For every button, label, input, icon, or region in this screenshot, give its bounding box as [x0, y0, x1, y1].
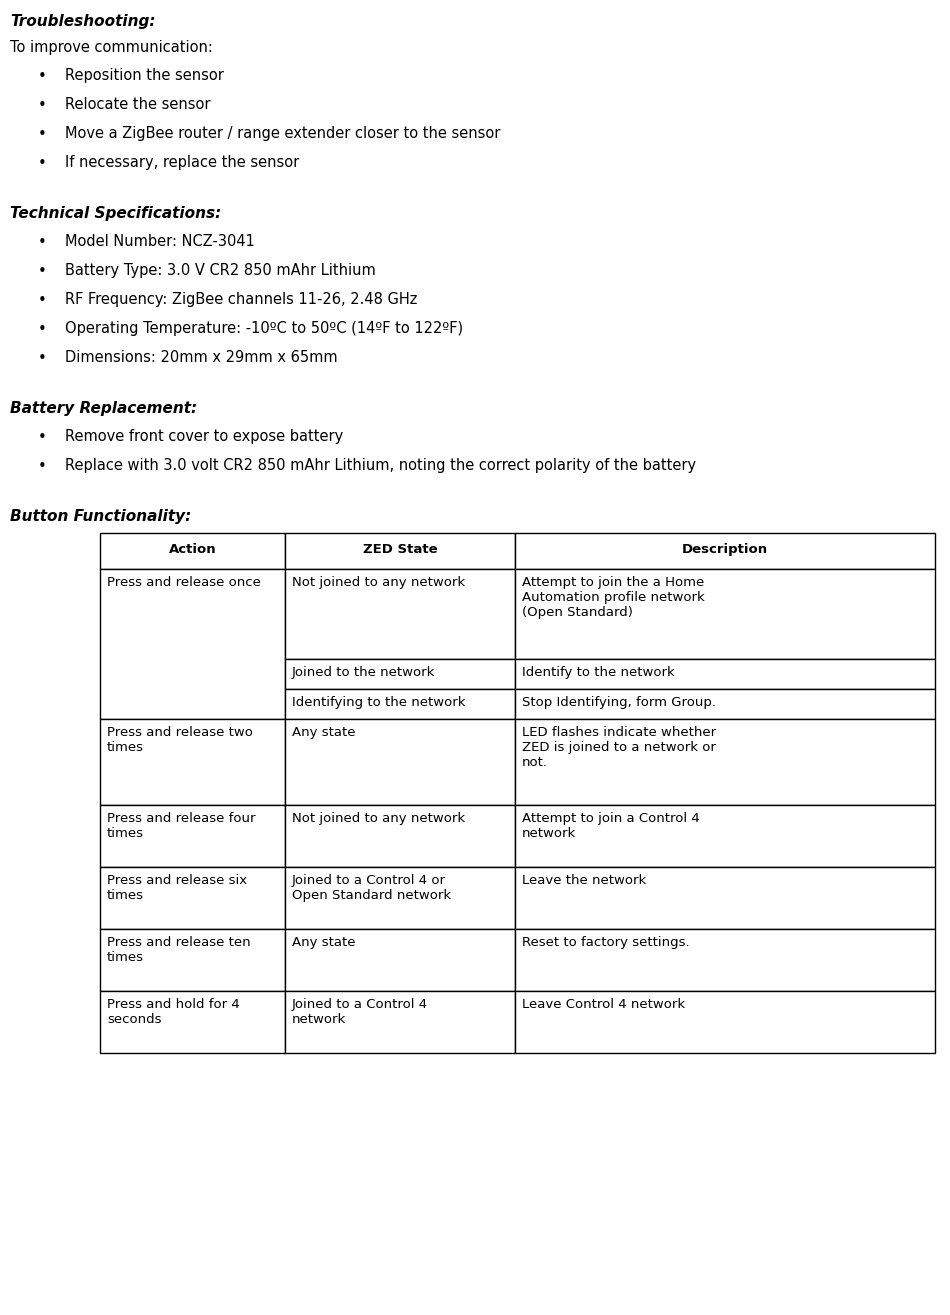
Text: Battery Type: 3.0 V CR2 850 mAhr Lithium: Battery Type: 3.0 V CR2 850 mAhr Lithium [65, 263, 376, 277]
Text: Not joined to any network: Not joined to any network [292, 811, 466, 825]
Bar [285, 659, 515, 689]
Text: •: • [38, 351, 47, 366]
Bar [515, 689, 935, 719]
Text: Leave Control 4 network: Leave Control 4 network [522, 998, 685, 1011]
Text: If necessary, replace the sensor: If necessary, replace the sensor [65, 155, 299, 170]
Text: Any state: Any state [292, 726, 355, 739]
Bar [515, 867, 935, 928]
Text: Press and release two
times: Press and release two times [107, 726, 253, 753]
Text: Battery Replacement:: Battery Replacement: [10, 401, 198, 416]
Text: Press and hold for 4
seconds: Press and hold for 4 seconds [107, 998, 239, 1026]
Text: Press and release once: Press and release once [107, 576, 261, 589]
Text: Press and release six
times: Press and release six times [107, 874, 247, 902]
Bar [285, 928, 515, 992]
Text: •: • [38, 459, 47, 473]
Text: Operating Temperature: -10ºC to 50ºC (14ºF to 122ºF): Operating Temperature: -10ºC to 50ºC (14… [65, 321, 464, 337]
Bar [100, 533, 285, 569]
Text: •: • [38, 293, 47, 308]
Bar [515, 719, 935, 805]
Text: Joined to a Control 4 or
Open Standard network: Joined to a Control 4 or Open Standard n… [292, 874, 451, 902]
Text: RF Frequency: ZigBee channels 11-26, 2.48 GHz: RF Frequency: ZigBee channels 11-26, 2.4… [65, 292, 417, 306]
Text: •: • [38, 128, 47, 142]
Text: Model Number: NCZ-3041: Model Number: NCZ-3041 [65, 234, 255, 249]
Text: Identifying to the network: Identifying to the network [292, 696, 466, 709]
Text: Press and release ten
times: Press and release ten times [107, 936, 251, 964]
Text: Replace with 3.0 volt CR2 850 mAhr Lithium, noting the correct polarity of the b: Replace with 3.0 volt CR2 850 mAhr Lithi… [65, 458, 696, 473]
Text: Attempt to join the a Home
Automation profile network
(Open Standard): Attempt to join the a Home Automation pr… [522, 576, 705, 619]
Text: Stop Identifying, form Group.: Stop Identifying, form Group. [522, 696, 716, 709]
Text: Action: Action [169, 543, 217, 555]
Text: Dimensions: 20mm x 29mm x 65mm: Dimensions: 20mm x 29mm x 65mm [65, 350, 337, 366]
Text: Relocate the sensor: Relocate the sensor [65, 97, 211, 112]
Bar [285, 867, 515, 928]
Text: Press and release four
times: Press and release four times [107, 811, 256, 840]
Text: LED flashes indicate whether
ZED is joined to a network or
not.: LED flashes indicate whether ZED is join… [522, 726, 716, 769]
Text: Joined to a Control 4
network: Joined to a Control 4 network [292, 998, 428, 1026]
Text: Reposition the sensor: Reposition the sensor [65, 68, 224, 83]
Text: Remove front cover to expose battery: Remove front cover to expose battery [65, 429, 343, 444]
Text: Joined to the network: Joined to the network [292, 665, 435, 679]
Text: Description: Description [682, 543, 768, 555]
Text: Identify to the network: Identify to the network [522, 665, 674, 679]
Text: •: • [38, 322, 47, 337]
Text: ZED State: ZED State [363, 543, 437, 555]
Text: •: • [38, 99, 47, 113]
Bar [285, 719, 515, 805]
Bar [285, 805, 515, 867]
Text: •: • [38, 156, 47, 171]
Text: Move a ZigBee router / range extender closer to the sensor: Move a ZigBee router / range extender cl… [65, 126, 501, 141]
Text: •: • [38, 430, 47, 444]
Bar [285, 533, 515, 569]
Bar [285, 992, 515, 1053]
Text: Not joined to any network: Not joined to any network [292, 576, 466, 589]
Text: Reset to factory settings.: Reset to factory settings. [522, 936, 690, 949]
Text: Leave the network: Leave the network [522, 874, 646, 888]
Bar [285, 569, 515, 659]
Bar [515, 533, 935, 569]
Bar [100, 805, 285, 867]
Bar [100, 928, 285, 992]
Bar [100, 867, 285, 928]
Text: To improve communication:: To improve communication: [10, 39, 213, 55]
Bar [285, 689, 515, 719]
Bar [100, 719, 285, 805]
Bar [515, 805, 935, 867]
Text: •: • [38, 264, 47, 279]
Bar [100, 569, 285, 719]
Text: Any state: Any state [292, 936, 355, 949]
Text: Button Functionality:: Button Functionality: [10, 509, 191, 523]
Text: Troubleshooting:: Troubleshooting: [10, 14, 156, 29]
Bar [515, 659, 935, 689]
Bar [515, 928, 935, 992]
Text: Technical Specifications:: Technical Specifications: [10, 206, 221, 221]
Text: •: • [38, 235, 47, 250]
Bar [515, 569, 935, 659]
Bar [515, 992, 935, 1053]
Text: •: • [38, 68, 47, 84]
Bar [100, 992, 285, 1053]
Text: Attempt to join a Control 4
network: Attempt to join a Control 4 network [522, 811, 700, 840]
